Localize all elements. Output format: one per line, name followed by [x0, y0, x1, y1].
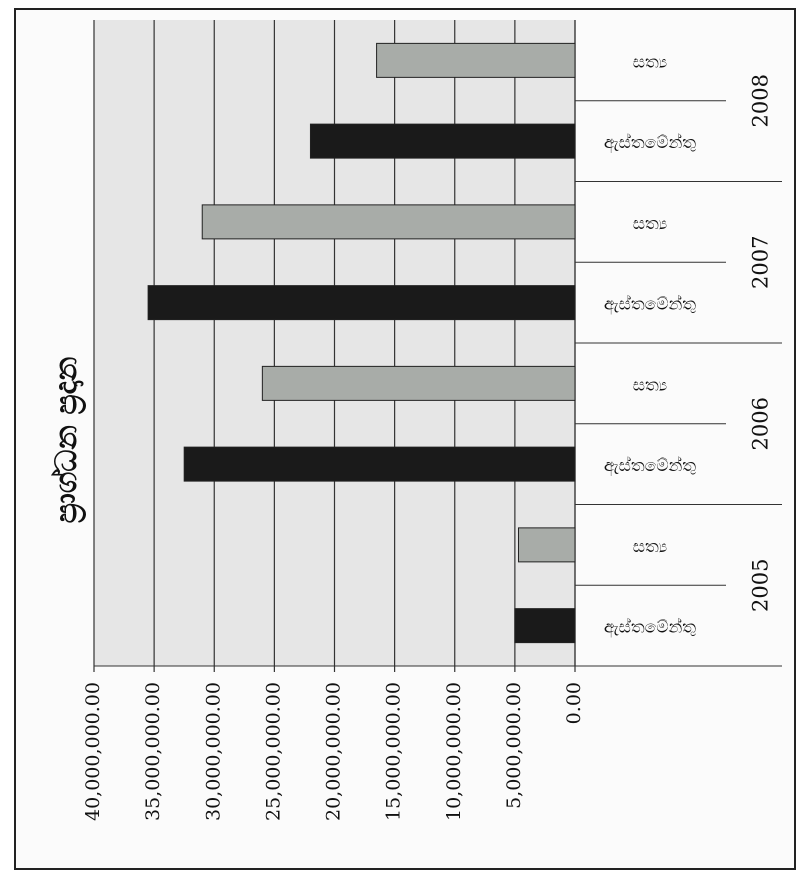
value-axis-ticks: 40,000,000.00 35,000,000.00 30,000,000.00 2…: [82, 682, 585, 821]
category-label: සත්‍ය: [633, 375, 667, 395]
category-label: සත්‍ය: [633, 537, 667, 557]
category-label: ඇස්තමේන්තු: [604, 294, 696, 315]
value-tick-label: 30,000,000.00: [202, 682, 224, 821]
value-tick-label: 10,000,000.00: [443, 682, 465, 821]
value-tick-label: 5,000,000.00: [503, 682, 525, 809]
bar-estimate: [183, 446, 576, 482]
bar-estimate: [309, 123, 576, 159]
category-label: ඇස්තමේන්තු: [604, 456, 696, 477]
year-label: 2008: [749, 74, 773, 127]
bar-actual: [201, 204, 576, 240]
value-tick-label: 35,000,000.00: [142, 682, 164, 821]
year-label: 2006: [749, 397, 773, 450]
chart-title: ප්‍රාග්ධන ප්‍රදාන: [49, 357, 86, 524]
chart-frame: සත්‍ය ඇස්තමේන්තු සත්‍ය ඇස්තමේන්තු සත්‍ය ඇස්තම…: [14, 8, 796, 870]
bar-actual: [261, 365, 576, 401]
year-label: 2007: [749, 236, 773, 289]
value-tick-label: 20,000,000.00: [323, 682, 345, 821]
plot-area: [93, 20, 576, 672]
bar-actual: [517, 527, 576, 563]
category-label: සත්‍ය: [633, 214, 667, 234]
bar-actual: [376, 42, 576, 78]
category-label: සත්‍ය: [633, 52, 667, 72]
category-labels: සත්‍ය ඇස්තමේන්තු සත්‍ය ඇස්තමේන්තු සත්‍ය ඇස්තම…: [575, 52, 782, 667]
value-tick-label: 25,000,000.00: [262, 682, 284, 821]
value-tick-label: 15,000,000.00: [383, 682, 405, 821]
bar-estimate: [514, 608, 576, 644]
year-label: 2005: [749, 559, 773, 612]
value-tick-label: 0.00: [563, 682, 585, 724]
category-label: ඇස්තමේන්තු: [604, 617, 696, 638]
value-tick-label: 40,000,000.00: [82, 682, 104, 821]
capital-grants-chart: සත්‍ය ඇස්තමේන්තු සත්‍ය ඇස්තමේන්තු සත්‍ය ඇස්තම…: [49, 20, 782, 821]
category-label: ඇස්තමේන්තු: [604, 133, 696, 154]
bar-estimate: [147, 285, 576, 321]
